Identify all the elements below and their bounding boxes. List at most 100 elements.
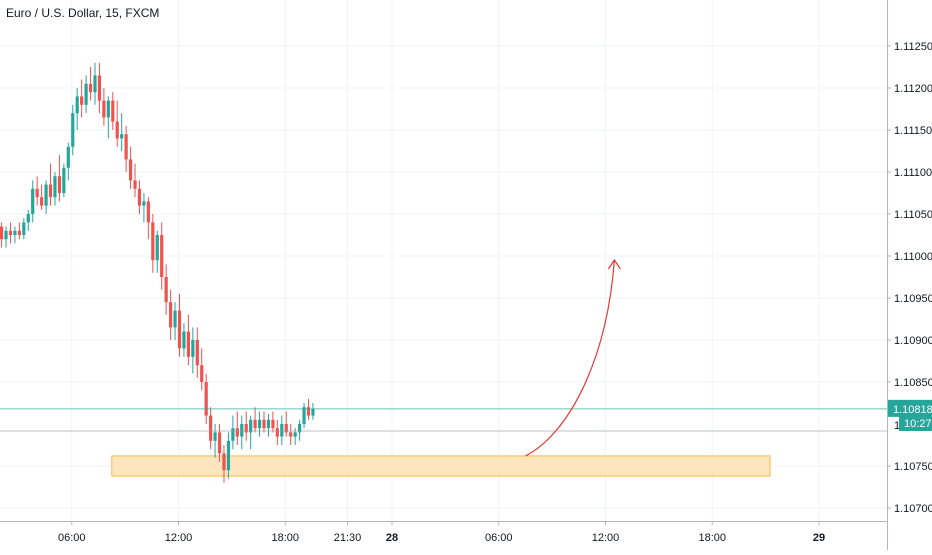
candle xyxy=(0,222,4,248)
candle xyxy=(266,413,271,437)
price-tick-label: 1.11000 xyxy=(894,251,932,263)
candle xyxy=(97,62,102,114)
candle-body xyxy=(173,310,177,328)
candle-body xyxy=(111,100,115,122)
grid xyxy=(0,0,887,521)
candle-body xyxy=(209,415,213,441)
candle xyxy=(133,163,137,198)
candle-body xyxy=(177,310,182,349)
candle-body xyxy=(253,419,257,429)
candle xyxy=(48,163,53,206)
candle xyxy=(262,411,266,433)
candle-body xyxy=(275,428,279,437)
candle xyxy=(8,222,13,244)
candle-body xyxy=(240,424,244,437)
price-tick-label: 1.11050 xyxy=(894,209,932,221)
candle xyxy=(146,197,150,240)
candle-body xyxy=(186,331,190,357)
candle-body xyxy=(133,180,137,189)
time-tick-label: 21:30 xyxy=(334,532,362,544)
candle xyxy=(289,424,293,445)
candle xyxy=(284,411,288,437)
candle xyxy=(231,415,235,450)
candle-body xyxy=(289,432,293,437)
candle-body xyxy=(222,453,226,471)
candle xyxy=(124,125,128,172)
candle xyxy=(53,172,57,206)
candle-body xyxy=(4,230,8,240)
candle xyxy=(120,113,124,151)
candle xyxy=(35,176,39,206)
candle xyxy=(142,193,146,223)
candle xyxy=(217,424,222,462)
candle-body xyxy=(22,222,26,235)
time-tick-label: 12:00 xyxy=(592,532,620,544)
candle-body xyxy=(137,188,142,206)
candle-body xyxy=(48,184,53,198)
candle xyxy=(115,100,119,147)
time-tick-label: 18:00 xyxy=(271,532,299,544)
candle xyxy=(275,419,279,445)
candle-body xyxy=(88,83,93,93)
candle xyxy=(311,403,315,420)
candle xyxy=(195,327,199,378)
candle-body xyxy=(169,302,173,328)
candle xyxy=(71,104,75,156)
support-zone xyxy=(111,455,771,477)
symbol-title: Euro / U.S. Dollar, 15, FXCM xyxy=(6,6,160,20)
candle-body xyxy=(124,134,128,160)
candle xyxy=(160,222,164,290)
candle xyxy=(22,218,26,240)
candle-body xyxy=(226,440,231,471)
arrow-head-icon xyxy=(607,258,621,270)
candle xyxy=(80,79,84,118)
price-tick-label: 1.11250 xyxy=(894,41,932,53)
candles-layer xyxy=(0,62,315,483)
candle-body xyxy=(62,167,66,193)
candle xyxy=(222,445,226,483)
time-tick-label: 18:00 xyxy=(698,532,726,544)
partial-price-label: 1. xyxy=(894,420,903,432)
candle xyxy=(186,314,190,366)
candle-body xyxy=(120,134,124,139)
candle xyxy=(253,407,257,433)
candle-body xyxy=(13,230,17,235)
candle-body xyxy=(244,424,248,433)
candle-body xyxy=(115,121,119,139)
price-tick-label: 1.10700 xyxy=(894,503,932,515)
candle-body xyxy=(97,75,102,101)
candle-body xyxy=(297,424,302,433)
candle-body xyxy=(35,188,39,198)
candle xyxy=(244,411,248,441)
candle-body xyxy=(80,96,84,105)
candle-body xyxy=(102,100,106,118)
candle-body xyxy=(160,235,164,277)
candle xyxy=(102,88,106,126)
candle xyxy=(111,92,115,130)
candle xyxy=(297,419,302,441)
candle-body xyxy=(17,230,21,235)
candle xyxy=(280,415,284,445)
projection-arrow xyxy=(525,259,615,457)
candle xyxy=(4,226,8,248)
candle xyxy=(271,411,275,433)
candle-body xyxy=(8,230,13,235)
price-tick-label: 1.10900 xyxy=(894,335,932,347)
candle-body xyxy=(128,159,133,181)
candle xyxy=(75,88,79,130)
candle-body xyxy=(71,113,75,147)
candle xyxy=(26,209,30,231)
candle-body xyxy=(26,214,30,223)
candle xyxy=(84,75,88,114)
candle-body xyxy=(262,419,266,429)
candle xyxy=(249,415,253,450)
candle xyxy=(226,432,231,479)
candle-body xyxy=(231,428,235,441)
candle-body xyxy=(146,201,150,223)
time-tick-label: 06:00 xyxy=(485,532,513,544)
candle xyxy=(106,96,110,139)
candle xyxy=(177,293,182,357)
candle xyxy=(240,415,244,450)
